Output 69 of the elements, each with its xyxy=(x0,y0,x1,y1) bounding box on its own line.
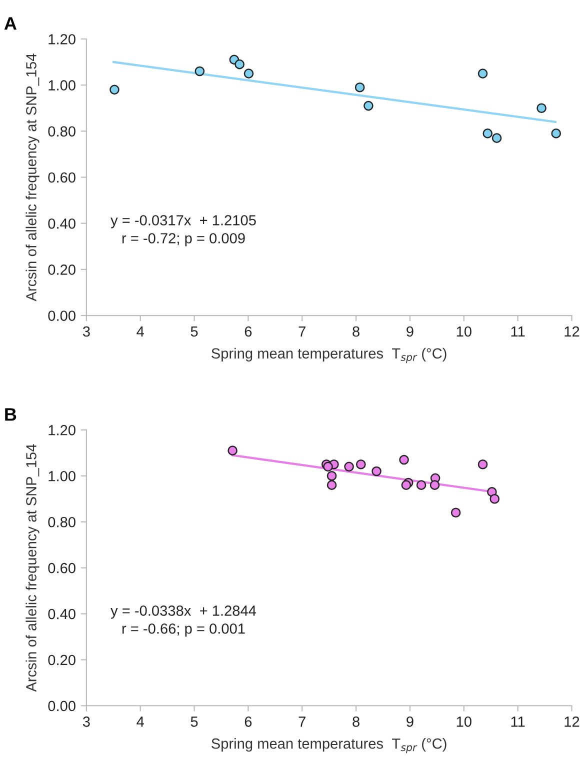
y-tick-label: 1.00 xyxy=(48,470,76,482)
annotation: r = -0.72; p = 0.009 xyxy=(122,233,245,246)
y-tick-label: 0.20 xyxy=(48,264,76,275)
point xyxy=(551,128,562,138)
y-tick-label: 0.00 xyxy=(48,700,76,712)
point xyxy=(364,100,374,111)
x-tick-label: 8 xyxy=(352,326,360,337)
point xyxy=(492,133,502,143)
x-tick-label: 6 xyxy=(244,716,252,727)
x-tick-label: 4 xyxy=(136,326,144,337)
point xyxy=(482,128,493,138)
x-tick-label: 7 xyxy=(298,716,306,727)
x-tick-label: 12 xyxy=(564,326,580,337)
point xyxy=(234,59,244,70)
x-tick-label: 6 xyxy=(244,326,252,337)
x-tick-label: 9 xyxy=(406,326,414,337)
point xyxy=(354,82,365,92)
point xyxy=(478,68,488,78)
y-tick-label: 0.80 xyxy=(48,516,76,528)
point xyxy=(323,462,333,472)
y-tick-label: 0.80 xyxy=(48,126,76,137)
chart-title: A xyxy=(4,17,16,30)
x-tick-label: 10 xyxy=(456,716,472,727)
x-tick-label: 3 xyxy=(82,326,90,337)
point xyxy=(536,103,546,114)
x-tick-label: 9 xyxy=(406,716,414,727)
y-axis-title: Arcsin of allelic frequency at SNP_154 xyxy=(26,444,40,692)
x-axis-title: Spring mean temperatures T$_{spr}$ (°C) xyxy=(212,348,446,363)
x-tick-label: 5 xyxy=(190,326,198,337)
x-tick-label: 12 xyxy=(564,716,580,727)
point xyxy=(194,66,205,76)
point xyxy=(416,480,426,490)
annotation: r = -0.66; p = 0.001 xyxy=(122,623,245,637)
point xyxy=(110,84,120,95)
y-tick-label: 1.20 xyxy=(48,425,76,436)
y-axis-title: Arcsin of allelic frequency at SNP_154 xyxy=(26,54,40,302)
y-tick-label: 0.60 xyxy=(48,562,76,574)
point xyxy=(372,466,382,476)
x-tick-label: 11 xyxy=(511,326,525,337)
point xyxy=(490,494,500,504)
annotation: y = -0.0317x + 1.2105 xyxy=(110,215,256,228)
point xyxy=(326,480,337,490)
x-axis-title: Spring mean temperatures T$_{spr}$ (°C) xyxy=(212,738,446,754)
point xyxy=(344,462,354,472)
chart-title: B xyxy=(5,408,16,421)
point xyxy=(478,459,488,470)
x-tick-label: 11 xyxy=(511,716,525,727)
y-tick-label: 1.20 xyxy=(48,34,76,44)
point xyxy=(401,480,412,490)
point xyxy=(430,480,440,490)
point xyxy=(450,508,461,518)
point xyxy=(244,68,254,78)
y-tick-label: 0.40 xyxy=(48,608,76,620)
x-tick-label: 10 xyxy=(456,326,472,337)
x-tick-label: 5 xyxy=(190,716,198,727)
x-tick-label: 3 xyxy=(82,716,90,727)
y-tick-label: 0.60 xyxy=(48,172,76,183)
point xyxy=(399,454,409,465)
point xyxy=(326,470,337,481)
point xyxy=(356,459,366,470)
y-tick-label: 1.00 xyxy=(48,80,76,90)
point xyxy=(228,446,238,456)
x-tick-label: 7 xyxy=(298,326,306,337)
y-tick-label: 0.00 xyxy=(48,310,76,321)
x-tick-label: 8 xyxy=(352,716,360,727)
y-tick-label: 0.20 xyxy=(48,654,76,666)
annotation: y = -0.0338x + 1.2844 xyxy=(110,606,256,619)
y-tick-label: 0.40 xyxy=(48,218,76,229)
x-tick-label: 4 xyxy=(136,716,144,727)
